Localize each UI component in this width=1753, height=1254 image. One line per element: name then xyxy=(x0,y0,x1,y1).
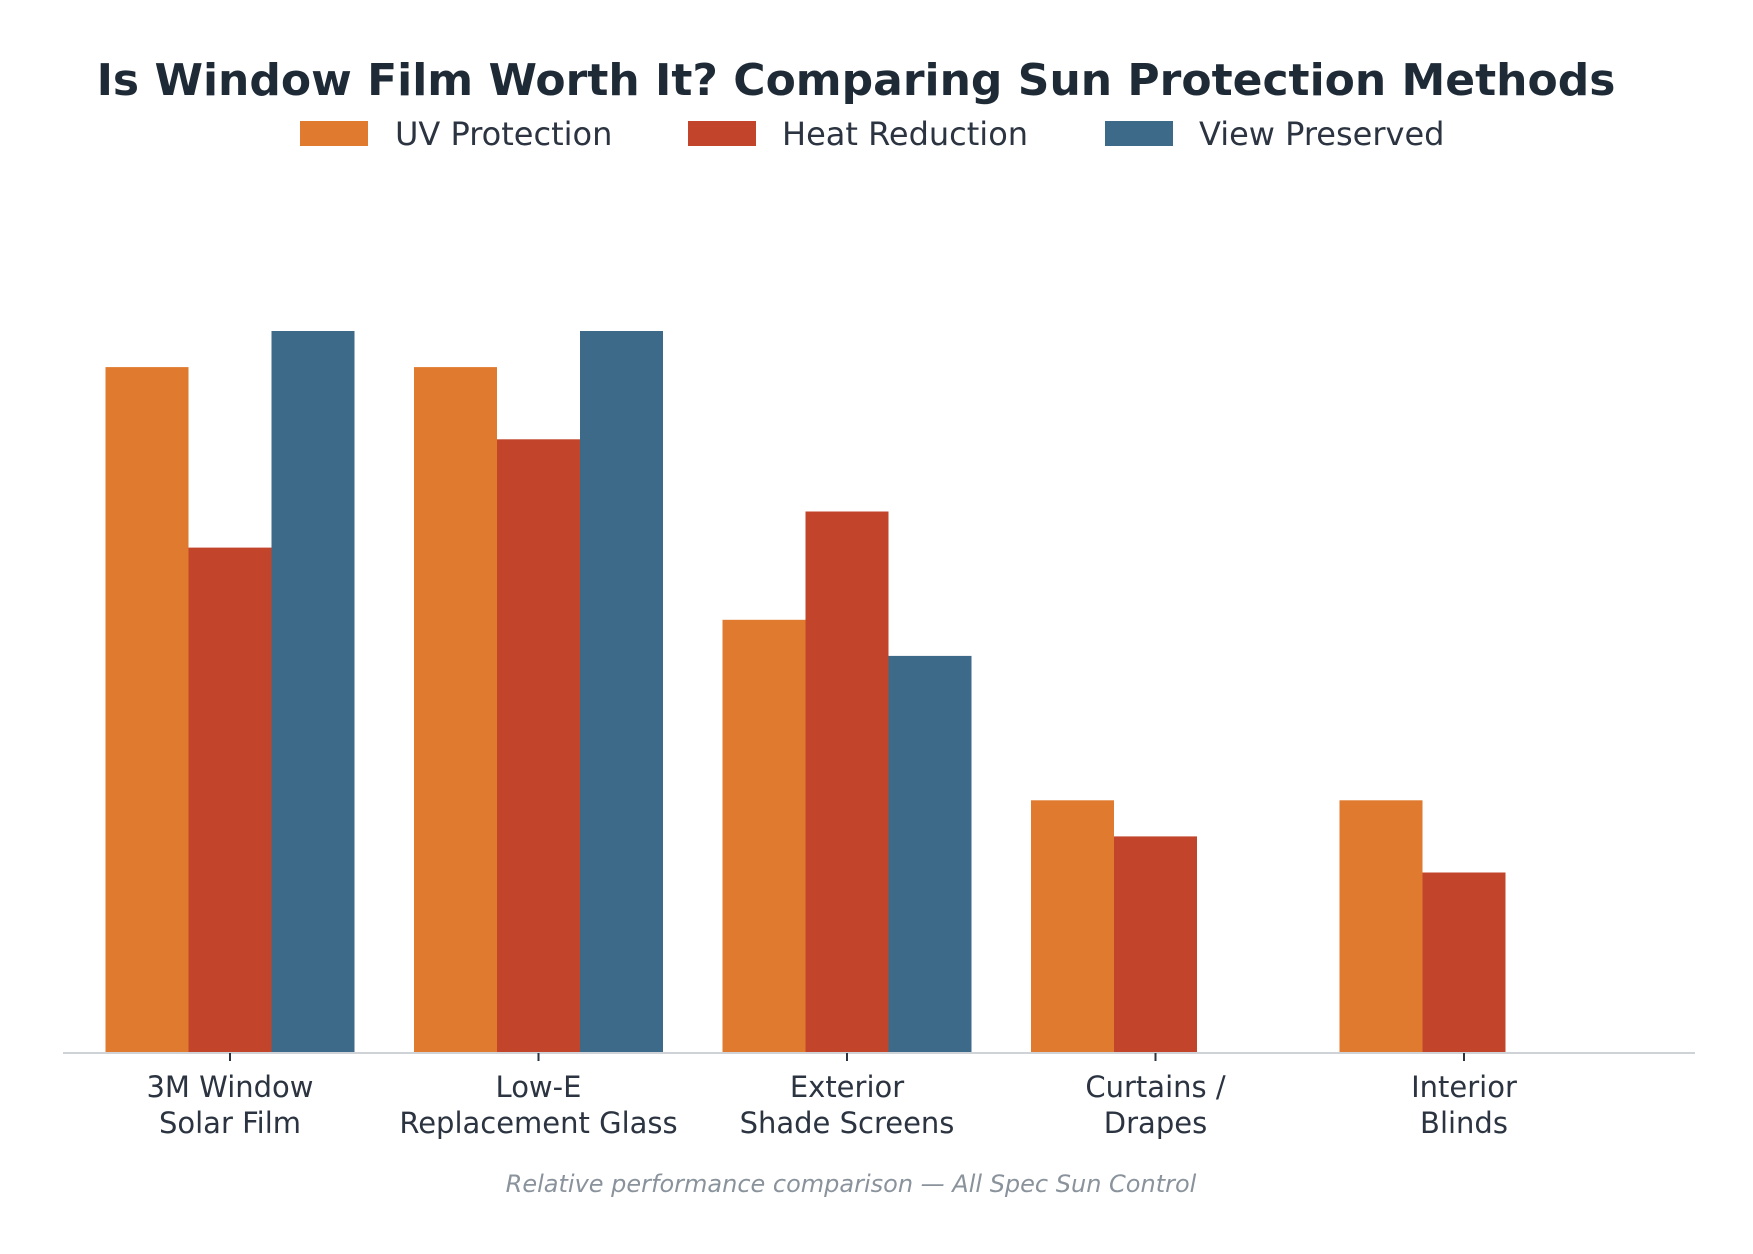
x-tick-label-4: Curtains / Drapes xyxy=(1085,1070,1225,1140)
bars xyxy=(105,331,1506,1054)
bar-5-series-2 xyxy=(1422,872,1506,1053)
x-tick-label-3: Exterior Shade Screens xyxy=(740,1070,955,1140)
legend-swatch-2 xyxy=(688,121,756,146)
legend-label-1: UV Protection xyxy=(395,115,612,153)
legend-label-2: Heat Reduction xyxy=(782,115,1028,153)
bar-4-series-2 xyxy=(1114,836,1197,1053)
legend: UV Protection Heat Reduction View Preserve… xyxy=(300,115,1444,153)
chart-caption: Relative performance comparison — All Sp… xyxy=(506,1170,1197,1198)
x-tick-label-1: 3M Window Solar Film xyxy=(146,1070,313,1140)
chart-title: Is Window Film Worth It? Comparing Sun P… xyxy=(97,55,1616,106)
x-axis-ticks: 3M Window Solar Film Low-E Replacement Glas… xyxy=(146,1053,1517,1140)
bar-3-series-2 xyxy=(805,511,889,1053)
bar-1-series-1 xyxy=(105,367,189,1054)
bar-3-series-1 xyxy=(722,619,806,1053)
bar-1-series-3 xyxy=(271,331,355,1053)
bar-2-series-1 xyxy=(414,367,497,1054)
bar-2-series-2 xyxy=(497,439,580,1053)
x-tick-label-5: Interior Blinds xyxy=(1411,1070,1517,1140)
legend-label-3: View Preserved xyxy=(1199,115,1444,153)
bar-2-series-3 xyxy=(580,331,663,1053)
legend-swatch-1 xyxy=(300,121,368,146)
legend-swatch-3 xyxy=(1105,121,1173,146)
bar-5-series-1 xyxy=(1339,800,1423,1053)
x-tick-label-2: Low-E Replacement Glass xyxy=(399,1070,677,1140)
bar-1-series-2 xyxy=(188,547,272,1053)
bar-4-series-1 xyxy=(1031,800,1114,1053)
bar-3-series-3 xyxy=(888,655,972,1053)
